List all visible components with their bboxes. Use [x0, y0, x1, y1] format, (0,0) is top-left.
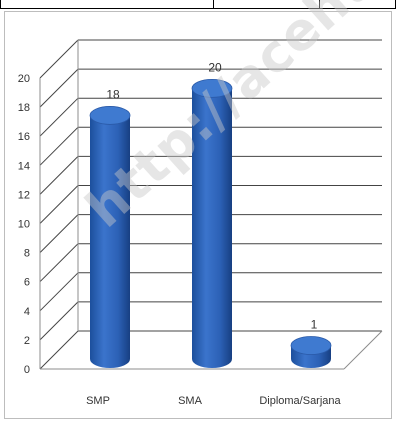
bar-top [89, 106, 131, 125]
y-tick-label: 0 [24, 364, 30, 376]
gridline-side [39, 185, 79, 224]
y-tick-label: 18 [18, 102, 30, 114]
floor-right-edge [343, 330, 383, 370]
data-label: 18 [106, 87, 120, 101]
bar [191, 78, 233, 369]
bar-top [191, 78, 233, 98]
axes [39, 40, 383, 370]
chart-frame [4, 11, 392, 419]
y-tick-label: 8 [24, 248, 30, 260]
gridline-side [39, 243, 79, 283]
y-tick-label: 6 [24, 277, 30, 289]
gridline-side [39, 301, 79, 341]
bar [89, 106, 131, 368]
data-label: 1 [311, 317, 318, 331]
x-tick-label: SMA [178, 395, 203, 407]
y-tick-label: 14 [18, 160, 30, 172]
y-tick-label: 2 [24, 335, 30, 347]
gridline-side [39, 214, 79, 253]
gridline-side [39, 272, 79, 312]
bar-body [90, 115, 130, 368]
x-axis-tick-labels: SMP SMA Diploma/Sarjana [86, 395, 341, 407]
x-tick-label: SMP [86, 395, 110, 407]
bars [89, 78, 332, 369]
bar-top [290, 336, 332, 355]
y-tick-label: 20 [18, 73, 30, 85]
y-axis-tick-labels: 0 2 4 6 8 10 12 14 16 18 20 [18, 73, 30, 376]
y-tick-label: 4 [24, 306, 30, 318]
gridline-side [39, 68, 79, 108]
table-divider [319, 0, 320, 8]
gridline-side [39, 97, 79, 137]
data-label: 20 [208, 60, 222, 74]
gridline-side [39, 39, 79, 79]
y-tick-label: 12 [18, 189, 30, 201]
bar [290, 336, 332, 368]
x-tick-label: Diploma/Sarjana [259, 395, 341, 407]
bar-body [192, 88, 232, 369]
y-tick-label: 10 [18, 219, 30, 231]
gridline-side [39, 156, 79, 195]
gridline-side [39, 126, 79, 166]
gridline-side [39, 330, 79, 370]
data-labels: 18 20 1 [106, 60, 317, 331]
table-divider [213, 0, 214, 8]
y-tick-label: 16 [18, 131, 30, 143]
